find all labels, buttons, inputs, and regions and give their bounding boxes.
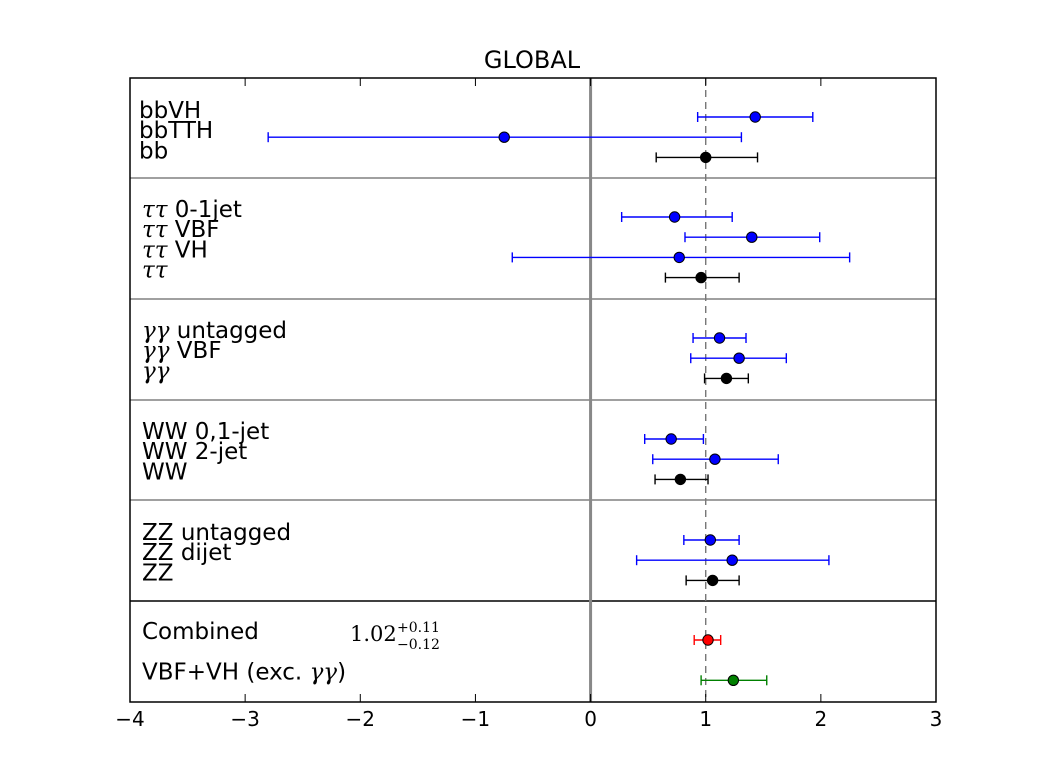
plot-frame (129, 77, 937, 703)
WW-row-2-marker (709, 453, 721, 465)
combined-row-2-label: VBF+VH (exc. γγ) (142, 659, 346, 685)
tautau-row-2-marker (746, 231, 758, 243)
background-layer (130, 78, 936, 702)
combined-value: 1.02 (350, 622, 397, 646)
WW-row-3-marker (674, 473, 687, 486)
data-points (267, 111, 851, 686)
x-tick-label: −2 (346, 707, 375, 731)
combined-row-2-marker (727, 674, 740, 686)
ZZ-row-1-label: ZZ untagged (142, 520, 291, 546)
plot-area (130, 78, 936, 702)
x-tick-label: −1 (461, 707, 490, 731)
WW-row-2-label: WW 2-jet (142, 439, 247, 465)
bb-row-3-label: bb (139, 138, 168, 164)
x-tick-label: 2 (814, 707, 827, 731)
combined-minus-error: −0.12 (397, 637, 440, 653)
x-tick-label: −3 (230, 707, 259, 731)
bb-row-1-label: bbVH (139, 98, 201, 124)
x-tick-label: −4 (115, 707, 144, 731)
bb-row-2-marker (498, 131, 510, 143)
tautau-row-4-label: ττ (142, 258, 169, 284)
gammagamma-row-3-marker (720, 372, 733, 385)
tautau-row-3-marker (673, 251, 685, 264)
ZZ-row-3-label: ZZ (142, 560, 174, 586)
gammagamma-row-2-label: γγ VBF (142, 338, 222, 364)
tautau-row-1-label: ττ 0-1jet (142, 197, 242, 223)
combined-row-1-label: Combined (142, 619, 259, 645)
gammagamma-row-1-marker (713, 332, 726, 344)
ZZ-row-2-label: ZZ dijet (142, 540, 231, 566)
WW-row-1-label: WW 0,1-jet (142, 419, 269, 445)
tautau-row-1-marker (668, 211, 681, 223)
gammagamma-row-3-label: γγ (142, 358, 170, 384)
gammagamma-row-1-label: γγ untagged (142, 318, 287, 344)
x-tick-label: 1 (699, 707, 712, 731)
tautau-row-2-label: ττ VBF (142, 217, 220, 243)
WW-row-3-label: WW (142, 459, 187, 485)
tautau-row-4-marker (695, 271, 707, 284)
chart-title: GLOBAL (484, 46, 581, 74)
ZZ-row-1-marker (704, 534, 717, 546)
combined-plus-error: +0.11 (397, 620, 440, 636)
x-tick-label: 3 (930, 707, 943, 731)
x-axis: −4 −3 −2 −1 0 1 2 3 (115, 77, 943, 731)
ZZ-row-2-marker (726, 554, 738, 566)
bb-row-3-marker (700, 151, 712, 164)
ZZ-row-3-marker (706, 574, 719, 587)
reference-lines (589, 78, 707, 702)
bb-row-2-label: bbTTH (139, 118, 213, 144)
tautau-row-3-label: ττ VH (142, 237, 208, 263)
gammagamma-row-2-marker (733, 352, 745, 364)
bb-row-1-marker (749, 111, 761, 123)
WW-row-1-marker (665, 433, 677, 445)
combined-row-1-marker (702, 634, 714, 646)
x-tick-label: 0 (584, 707, 597, 731)
combined-result-annotation: 1.02 +0.11 −0.12 (350, 620, 440, 653)
